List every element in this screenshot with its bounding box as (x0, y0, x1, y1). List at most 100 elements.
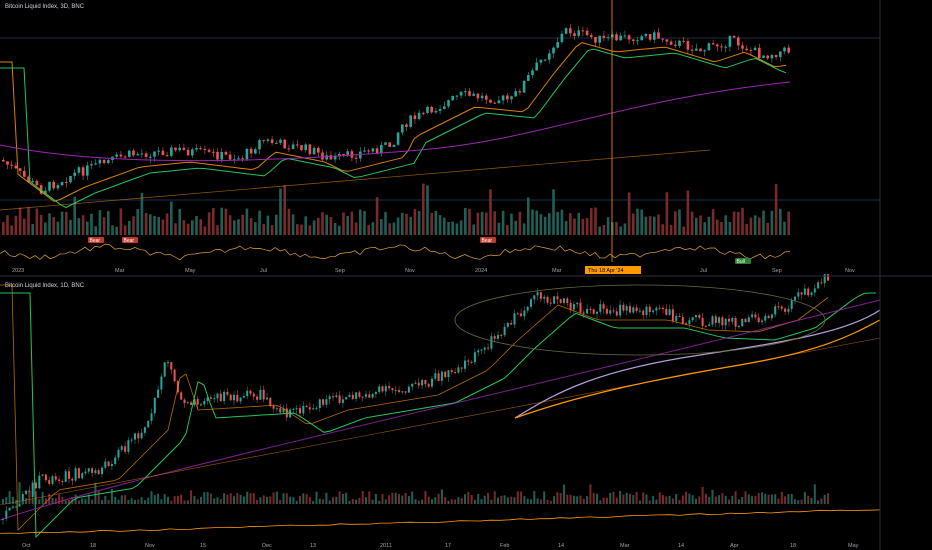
candle-body (54, 476, 57, 480)
candle-body (615, 34, 618, 41)
time-tick-label: Jul (700, 268, 707, 274)
candle-body (638, 310, 641, 312)
candle-body (622, 304, 625, 311)
candle-body (543, 59, 547, 61)
candle-body (594, 37, 597, 43)
volume-bar (282, 493, 285, 504)
volume-bar (341, 494, 344, 504)
candle-body (447, 370, 450, 378)
candle-body (409, 115, 412, 127)
candle-body (245, 148, 249, 160)
volume-bar (367, 225, 370, 235)
volume-bar (698, 496, 701, 504)
volume-bar (249, 493, 252, 504)
volume-bar (531, 209, 534, 235)
volume-bar (77, 500, 80, 504)
volume-bar (123, 225, 127, 235)
volume-bar (361, 491, 364, 504)
volume-bar (242, 496, 245, 504)
candle-body (460, 367, 463, 369)
candle-body (35, 180, 39, 186)
volume-bar (623, 223, 627, 235)
candle-body (653, 32, 656, 40)
candle-body (35, 482, 37, 489)
volume-bar (556, 211, 559, 235)
time-tick-label: Mar (620, 543, 630, 549)
volume-bar (594, 207, 597, 235)
volume-bar (305, 494, 308, 504)
volume-bar (296, 224, 299, 235)
volume-bar (104, 495, 107, 504)
volume-bar (191, 220, 194, 235)
volume-bar (163, 494, 166, 504)
candle-body (720, 46, 723, 48)
candle-body (283, 139, 286, 149)
volume-bar (827, 493, 829, 504)
volume-bar (468, 208, 471, 235)
volume-bar (476, 212, 480, 235)
candle-body (351, 394, 354, 399)
volume-bar (409, 216, 412, 235)
trend-line (0, 337, 881, 506)
candle-body (648, 306, 651, 313)
candle-body (797, 292, 800, 297)
candle-body (81, 167, 85, 176)
volume-bar (576, 496, 579, 504)
candle-body (685, 323, 688, 325)
volume-bar (190, 490, 193, 504)
volume-bar (342, 212, 345, 235)
volume-bar (48, 213, 51, 235)
volume-bar (68, 500, 70, 504)
volume-bar (451, 221, 454, 235)
candle-body (599, 304, 602, 312)
candle-body (470, 361, 473, 363)
volume-bar (219, 499, 222, 504)
pane-3d-time-axis: 2023MarMayJulSepNov2024MarMayJulSepNovTh… (12, 266, 855, 274)
candle-body (417, 382, 420, 386)
candle-body (682, 40, 685, 42)
candle-body (120, 446, 123, 450)
volume-bar (200, 496, 202, 504)
candle-body (464, 91, 467, 93)
candle-body (586, 308, 589, 314)
volume-bar (143, 500, 146, 504)
candle-body (731, 317, 734, 322)
candle-body (421, 380, 424, 386)
candle-body (68, 471, 70, 479)
candle-body (338, 154, 341, 157)
candle-body (346, 151, 349, 155)
volume-bar (262, 495, 265, 504)
volume-bar (23, 218, 26, 235)
volume-bar (77, 218, 81, 235)
candle-body (483, 347, 486, 350)
candle-body (291, 144, 295, 150)
candle-body (213, 398, 216, 400)
volume-bar (674, 211, 677, 235)
candle-body (716, 44, 719, 47)
volume-bar (770, 494, 773, 504)
candle-body (510, 322, 513, 325)
candle-body (424, 380, 427, 385)
candle-body (279, 139, 282, 143)
volume-bar (275, 491, 278, 504)
volume-bar (94, 226, 97, 235)
volume-bar (266, 215, 270, 235)
candle-body (619, 35, 622, 41)
volume-bar (497, 222, 501, 235)
candle-body (762, 55, 765, 59)
candle-body (114, 457, 117, 464)
volume-bar (490, 499, 493, 504)
volume-bar (245, 208, 249, 235)
volume-bar (401, 495, 404, 504)
candle-body (392, 144, 396, 147)
volume-bar (312, 220, 316, 235)
pane-3d: Bitcoin Liquid Index, 3D, BNC 77,500.007… (0, 0, 930, 274)
candle-body (270, 139, 274, 144)
candle-body (644, 34, 648, 37)
candle-body (258, 140, 261, 150)
volume-bar (527, 197, 530, 235)
candle-body (384, 142, 387, 145)
volume-bar (213, 498, 216, 504)
volume-bar (58, 494, 61, 504)
